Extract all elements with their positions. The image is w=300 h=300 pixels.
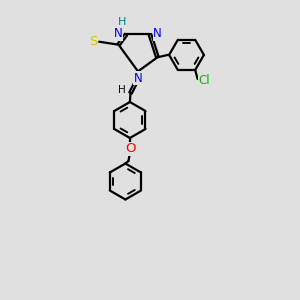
Text: O: O [125,142,136,155]
Text: Cl: Cl [199,74,210,87]
Text: H: H [118,85,126,95]
Text: N: N [153,27,162,40]
Text: H: H [118,17,127,27]
Text: N: N [134,72,142,85]
Text: N: N [114,27,123,40]
Text: S: S [89,35,97,48]
